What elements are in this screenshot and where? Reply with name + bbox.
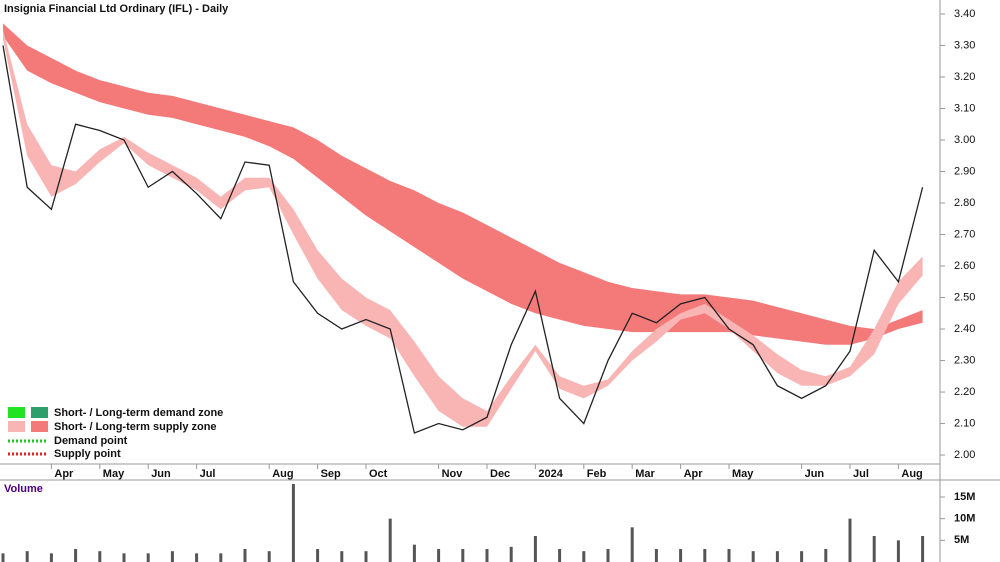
volume-bar: [98, 551, 102, 562]
x-tick-label: Dec: [490, 468, 510, 480]
y-tick-label: 15M: [954, 491, 975, 503]
volume-bar: [388, 518, 392, 562]
y-tick-label: 2.90: [954, 165, 975, 177]
y-tick-label: 2.30: [954, 354, 975, 366]
volume-bar: [219, 553, 223, 562]
volume-bar: [558, 549, 562, 562]
x-tick-label: Apr: [684, 468, 704, 480]
y-tick-label: 2.40: [954, 323, 975, 335]
y-tick-label: 3.30: [954, 39, 975, 51]
y-tick-label: 3.40: [954, 8, 975, 20]
y-tick-label: 2.70: [954, 228, 975, 240]
volume-bar: [340, 551, 344, 562]
y-tick-label: 2.10: [954, 417, 975, 429]
legend-label: Short- / Long-term supply zone: [54, 421, 217, 433]
volume-bar: [824, 549, 828, 562]
y-tick-label: 3.00: [954, 134, 975, 146]
x-tick-label: May: [732, 468, 754, 480]
x-tick-label: Sep: [321, 468, 341, 480]
y-tick-label: 10M: [954, 513, 975, 525]
x-tick-label: Feb: [587, 468, 607, 480]
volume-bar: [122, 553, 126, 562]
volume-bar: [582, 551, 586, 562]
x-tick-label: Mar: [635, 468, 655, 480]
volume-bar: [654, 549, 658, 562]
volume-bar: [291, 484, 295, 562]
x-tick-label: Jun: [151, 468, 171, 480]
x-tick-label: Jun: [805, 468, 825, 480]
y-tick-label: 5M: [954, 534, 969, 546]
volume-bar: [800, 551, 804, 562]
volume-bar: [896, 540, 900, 562]
volume-bar: [751, 551, 755, 562]
volume-bar: [74, 549, 78, 562]
x-tick-label: Apr: [54, 468, 74, 480]
y-tick-label: 3.10: [954, 102, 975, 114]
volume-bar: [679, 549, 683, 562]
y-tick-label: 2.80: [954, 197, 975, 209]
volume-bar: [49, 553, 53, 562]
x-tick-label: Nov: [442, 468, 464, 480]
volume-bar: [872, 536, 876, 562]
legend-label: Supply point: [54, 448, 121, 460]
volume-title: Volume: [4, 483, 43, 495]
y-tick-label: 2.20: [954, 386, 975, 398]
volume-bar: [1, 553, 5, 562]
x-tick-label: Aug: [901, 468, 922, 480]
volume-bar: [170, 551, 174, 562]
legend-swatch: [31, 421, 48, 432]
y-tick-label: 2.60: [954, 260, 975, 272]
volume-bar: [25, 551, 29, 562]
legend-swatch: [8, 421, 25, 432]
volume-bar: [412, 544, 416, 562]
y-tick-label: 3.20: [954, 71, 975, 83]
x-tick-label: Oct: [369, 468, 388, 480]
volume-bar: [485, 549, 489, 562]
x-tick-label: Jul: [200, 468, 216, 480]
legend-swatch: [8, 407, 25, 418]
volume-bar: [703, 549, 707, 562]
volume-bar: [243, 549, 247, 562]
volume-bar: [461, 549, 465, 562]
volume-bar: [437, 549, 441, 562]
legend-label: Demand point: [54, 435, 128, 447]
chart-title: Insignia Financial Ltd Ordinary (IFL) - …: [4, 3, 229, 15]
legend: Short- / Long-term demand zone Short- / …: [8, 407, 223, 460]
legend-swatch: [31, 407, 48, 418]
volume-bar: [606, 549, 610, 562]
x-tick-label: 2024: [538, 468, 563, 480]
volume-bar: [921, 536, 925, 562]
legend-label: Short- / Long-term demand zone: [54, 407, 223, 419]
volume-bar: [195, 553, 199, 562]
volume-bar: [146, 553, 150, 562]
volume-bar: [727, 549, 731, 562]
y-tick-label: 2.00: [954, 449, 975, 461]
volume-bar: [533, 536, 537, 562]
x-tick-label: Aug: [272, 468, 293, 480]
x-tick-label: Jul: [853, 468, 869, 480]
x-tick-label: May: [103, 468, 125, 480]
volume-bar: [630, 527, 634, 562]
volume-bar: [509, 546, 513, 562]
volume-bar: [267, 551, 271, 562]
price-line: [2, 45, 924, 434]
y-tick-label: 2.50: [954, 291, 975, 303]
volume-bar: [316, 549, 320, 562]
volume-bar: [848, 518, 852, 562]
volume-bar: [364, 551, 368, 562]
volume-bar: [775, 551, 779, 562]
